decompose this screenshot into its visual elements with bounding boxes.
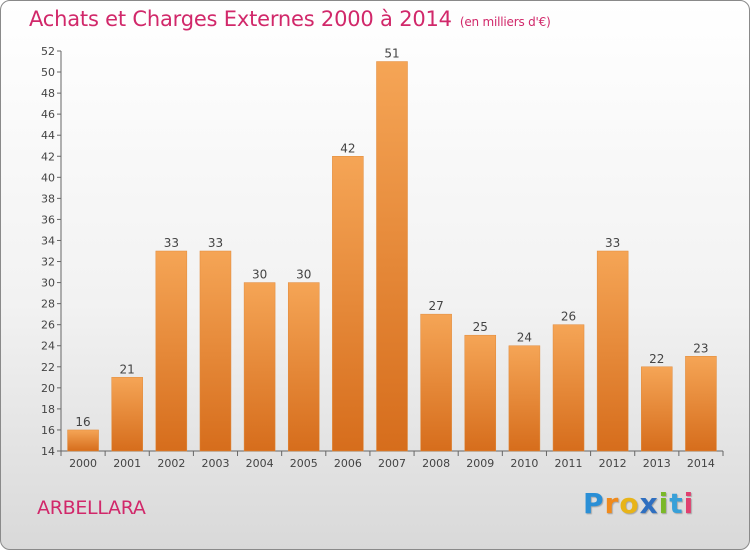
y-tick-label: 20 [41, 382, 55, 395]
data-label: 23 [693, 341, 708, 355]
y-tick-label: 30 [41, 277, 55, 290]
bar [199, 250, 232, 452]
bar [685, 356, 717, 452]
y-tick-label: 14 [41, 445, 55, 458]
bar [111, 377, 143, 452]
y-tick-label: 26 [41, 319, 55, 332]
y-tick-label: 24 [41, 340, 55, 353]
y-tick-label: 38 [41, 192, 55, 205]
y-tick-label: 18 [41, 403, 55, 416]
bar [596, 250, 629, 452]
data-label: 30 [296, 268, 311, 282]
x-tick-label: 2009 [466, 457, 494, 470]
bar [155, 250, 188, 452]
data-label: 33 [605, 236, 620, 250]
x-tick-label: 2007 [378, 457, 406, 470]
data-label: 33 [164, 236, 179, 250]
x-tick-label: 2013 [643, 457, 671, 470]
y-tick-label: 46 [41, 108, 55, 121]
y-tick-label: 16 [41, 424, 55, 437]
data-label: 24 [517, 331, 532, 345]
y-tick-label: 44 [41, 129, 55, 142]
chart-data-labels: 16 21 33 33 30 30 42 51 27 25 24 26 33 22 23 [75, 47, 708, 429]
data-label: 42 [340, 141, 355, 155]
bar [552, 324, 585, 452]
x-tick-label: 2008 [422, 457, 450, 470]
x-tick-label: 2010 [510, 457, 538, 470]
bar [641, 366, 673, 452]
data-label: 21 [120, 362, 135, 376]
y-tick-label: 42 [41, 150, 55, 163]
bar [243, 282, 276, 452]
x-tick-label: 2014 [687, 457, 715, 470]
chart-bars [67, 61, 717, 452]
y-tick-label: 34 [41, 234, 55, 247]
x-tick-label: 2004 [246, 457, 274, 470]
bar [376, 61, 408, 452]
y-tick-label: 52 [41, 45, 55, 58]
y-tick-label: 36 [41, 213, 55, 226]
bar [508, 345, 541, 452]
bar [420, 313, 452, 452]
chart-subtitle: (en milliers d'€) [459, 15, 551, 29]
proxiti-logo: Proxiti [583, 487, 695, 520]
data-label: 30 [252, 268, 267, 282]
y-tick-label: 40 [41, 171, 55, 184]
y-tick-label: 28 [41, 298, 55, 311]
data-label: 33 [208, 236, 223, 250]
bar [287, 282, 320, 452]
x-tick-label: 2000 [69, 457, 97, 470]
bar [67, 429, 99, 452]
x-tick-label: 2001 [113, 457, 141, 470]
data-label: 25 [473, 320, 488, 334]
chart-title: Achats et Charges Externes 2000 à 2014 (e… [29, 7, 551, 31]
y-tick-label: 32 [41, 256, 55, 269]
y-tick-label: 22 [41, 361, 55, 374]
y-tick-label: 50 [41, 66, 55, 79]
x-tick-label: 2005 [290, 457, 318, 470]
chart-title-main: Achats et Charges Externes 2000 à 2014 [29, 7, 452, 31]
chart-axes: 14 16 18 20 22 24 26 28 30 32 34 36 38 40 42 44 46 48 50 52… [41, 45, 724, 470]
data-label: 26 [561, 310, 576, 324]
x-tick-label: 2006 [334, 457, 362, 470]
x-tick-label: 2012 [599, 457, 627, 470]
bar [332, 156, 364, 452]
y-tick-label: 48 [41, 87, 55, 100]
x-tick-label: 2003 [201, 457, 229, 470]
data-label: 51 [384, 47, 399, 61]
bar [464, 334, 497, 452]
data-label: 27 [428, 299, 443, 313]
x-tick-label: 2002 [157, 457, 185, 470]
x-tick-label: 2011 [555, 457, 583, 470]
city-name: ARBELLARA [37, 497, 146, 519]
data-label: 16 [75, 415, 90, 429]
data-label: 22 [649, 352, 664, 366]
